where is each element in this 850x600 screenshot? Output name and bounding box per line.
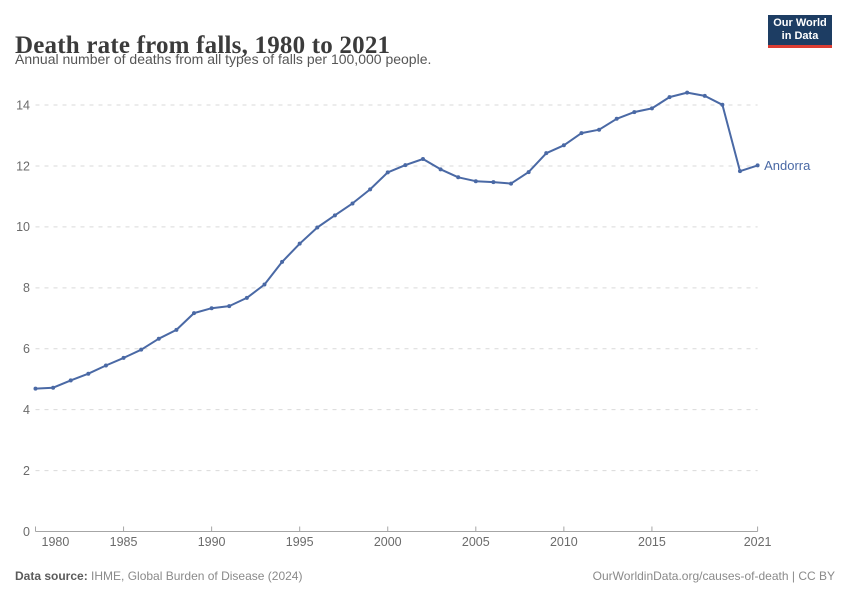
- data-point-2001[interactable]: [403, 163, 408, 168]
- y-tick-label-8: 8: [23, 281, 30, 295]
- data-point-2019[interactable]: [720, 102, 725, 107]
- data-point-1990[interactable]: [209, 306, 214, 311]
- data-point-2000[interactable]: [385, 170, 390, 175]
- page-title: Death rate from falls, 1980 to 2021: [15, 31, 391, 59]
- owid-logo-line1: Our World: [773, 17, 827, 29]
- data-point-2021[interactable]: [755, 163, 760, 168]
- data-point-1984[interactable]: [103, 363, 108, 368]
- data-point-2018[interactable]: [702, 93, 707, 98]
- data-point-1998[interactable]: [350, 201, 355, 206]
- data-point-1989[interactable]: [192, 311, 197, 316]
- data-source-label: Data source:: [15, 569, 88, 583]
- x-tick-label-1980: 1980: [42, 535, 70, 549]
- data-point-2006[interactable]: [491, 180, 496, 185]
- credit-link[interactable]: OurWorldinData.org/causes-of-death | CC …: [592, 569, 835, 583]
- data-point-1994[interactable]: [280, 259, 285, 264]
- y-tick-label-6: 6: [23, 342, 30, 356]
- chart-subtitle: Annual number of deaths from all types o…: [15, 51, 432, 67]
- data-point-2013[interactable]: [614, 116, 619, 121]
- data-point-2008[interactable]: [526, 170, 531, 175]
- data-point-2011[interactable]: [579, 131, 584, 136]
- data-point-1985[interactable]: [121, 355, 126, 360]
- y-tick-label-12: 12: [16, 159, 30, 173]
- y-tick-label-14: 14: [16, 98, 30, 112]
- data-point-2020[interactable]: [737, 169, 742, 174]
- data-point-1980[interactable]: [33, 386, 38, 391]
- y-tick-label-4: 4: [23, 403, 30, 417]
- data-point-1987[interactable]: [156, 336, 161, 341]
- data-source-note: Data source: IHME, Global Burden of Dise…: [15, 569, 302, 583]
- owid-logo[interactable]: Our World in Data: [768, 15, 832, 48]
- data-point-1981[interactable]: [51, 385, 56, 390]
- x-tick-label-1990: 1990: [198, 535, 226, 549]
- x-tick-label-2021: 2021: [744, 535, 772, 549]
- data-point-1995[interactable]: [297, 241, 302, 246]
- data-point-1988[interactable]: [174, 327, 179, 332]
- data-point-2003[interactable]: [438, 167, 443, 172]
- data-point-2005[interactable]: [473, 179, 478, 184]
- y-tick-label-0: 0: [23, 525, 30, 539]
- x-tick-label-1985: 1985: [110, 535, 138, 549]
- data-point-1982[interactable]: [68, 378, 73, 383]
- data-point-1992[interactable]: [244, 295, 249, 300]
- data-point-2016[interactable]: [667, 95, 672, 100]
- data-point-2010[interactable]: [561, 143, 566, 148]
- data-point-1999[interactable]: [368, 187, 373, 192]
- owid-logo-line2: in Data: [781, 30, 819, 42]
- x-tick-label-1995: 1995: [286, 535, 314, 549]
- andorra-line-series[interactable]: [34, 91, 759, 390]
- entity-label-andorra[interactable]: Andorra: [764, 158, 811, 173]
- data-point-1996[interactable]: [315, 225, 320, 230]
- data-point-2007[interactable]: [509, 181, 514, 186]
- x-tick-label-2000: 2000: [374, 535, 402, 549]
- data-point-1997[interactable]: [332, 213, 337, 218]
- y-tick-label-10: 10: [16, 220, 30, 234]
- y-tick-label-2: 2: [23, 464, 30, 478]
- x-tick-label-2015: 2015: [638, 535, 666, 549]
- data-point-1991[interactable]: [227, 304, 232, 309]
- data-source-value: IHME, Global Burden of Disease (2024): [87, 569, 303, 583]
- data-point-2015[interactable]: [649, 106, 654, 111]
- data-point-1986[interactable]: [139, 347, 144, 352]
- x-tick-label-2010: 2010: [550, 535, 578, 549]
- data-point-1993[interactable]: [262, 282, 267, 287]
- x-tick-label-2005: 2005: [462, 535, 490, 549]
- data-point-1983[interactable]: [86, 371, 91, 376]
- data-point-2012[interactable]: [597, 127, 602, 132]
- data-point-2017[interactable]: [685, 90, 690, 95]
- data-point-2004[interactable]: [456, 175, 461, 180]
- data-point-2009[interactable]: [544, 151, 549, 156]
- data-point-2014[interactable]: [632, 110, 637, 115]
- data-point-2002[interactable]: [420, 156, 425, 161]
